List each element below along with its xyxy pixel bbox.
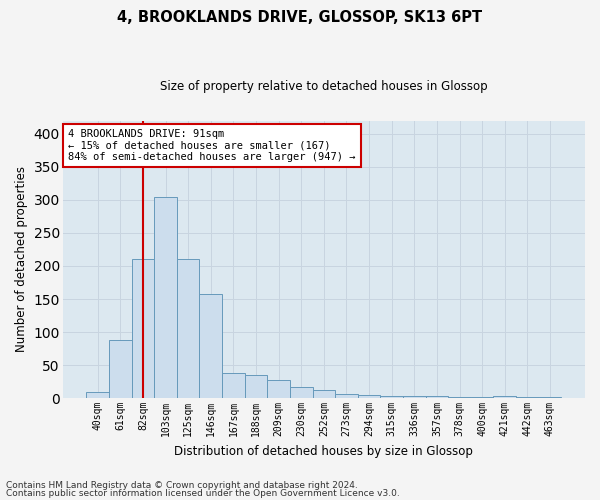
- Bar: [471, 397, 493, 398]
- Text: Contains HM Land Registry data © Crown copyright and database right 2024.: Contains HM Land Registry data © Crown c…: [6, 481, 358, 490]
- Text: Contains public sector information licensed under the Open Government Licence v3: Contains public sector information licen…: [6, 488, 400, 498]
- Bar: [222, 373, 245, 398]
- Bar: [245, 375, 268, 398]
- Text: 4, BROOKLANDS DRIVE, GLOSSOP, SK13 6PT: 4, BROOKLANDS DRIVE, GLOSSOP, SK13 6PT: [118, 10, 482, 25]
- Bar: [177, 260, 199, 398]
- Bar: [493, 396, 516, 398]
- Bar: [358, 395, 380, 398]
- Bar: [380, 396, 403, 398]
- Y-axis label: Number of detached properties: Number of detached properties: [15, 166, 28, 352]
- Bar: [199, 294, 222, 398]
- Title: Size of property relative to detached houses in Glossop: Size of property relative to detached ho…: [160, 80, 488, 93]
- Bar: [335, 394, 358, 398]
- Bar: [313, 390, 335, 398]
- Bar: [290, 387, 313, 398]
- Bar: [131, 260, 154, 398]
- Bar: [268, 380, 290, 398]
- Bar: [154, 196, 177, 398]
- Bar: [86, 392, 109, 398]
- X-axis label: Distribution of detached houses by size in Glossop: Distribution of detached houses by size …: [175, 444, 473, 458]
- Text: 4 BROOKLANDS DRIVE: 91sqm
← 15% of detached houses are smaller (167)
84% of semi: 4 BROOKLANDS DRIVE: 91sqm ← 15% of detac…: [68, 129, 355, 162]
- Bar: [425, 396, 448, 398]
- Bar: [403, 396, 425, 398]
- Bar: [448, 397, 471, 398]
- Bar: [109, 340, 131, 398]
- Bar: [516, 397, 539, 398]
